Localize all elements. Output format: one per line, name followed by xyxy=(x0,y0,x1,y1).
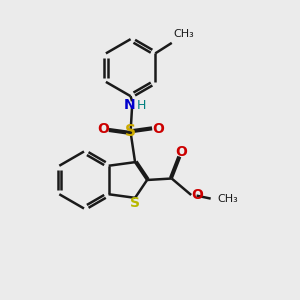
Text: CH₃: CH₃ xyxy=(173,29,194,39)
Text: H: H xyxy=(137,99,146,112)
Text: O: O xyxy=(175,145,187,158)
Text: N: N xyxy=(124,98,136,112)
Text: O: O xyxy=(191,188,203,202)
Text: O: O xyxy=(97,122,109,136)
Text: S: S xyxy=(125,124,136,139)
Text: CH₃: CH₃ xyxy=(217,194,238,204)
Text: O: O xyxy=(152,122,164,136)
Text: S: S xyxy=(130,196,140,210)
